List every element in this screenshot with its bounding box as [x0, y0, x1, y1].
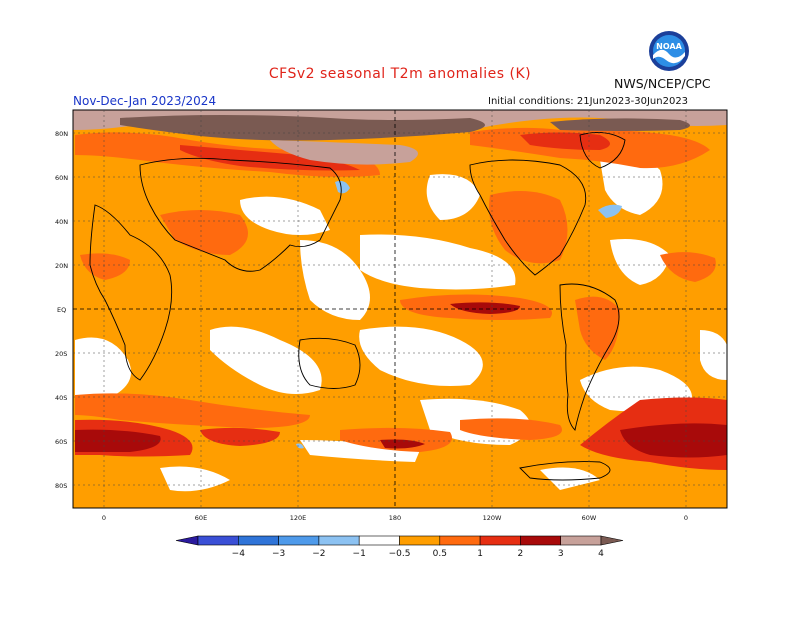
- lat-label: 60N: [55, 174, 68, 182]
- logo-text: NOAA: [656, 42, 682, 51]
- south-america-coast: [559, 283, 620, 431]
- longitude-labels: 0 60E 120E 180 120W 60W 0: [102, 514, 688, 522]
- colorbar-segment: [358, 535, 400, 546]
- colorbar-segment: [175, 535, 199, 546]
- lat-label: EQ: [57, 306, 66, 314]
- colorbar-label: −2: [312, 549, 325, 559]
- lon-label: 120E: [290, 514, 307, 522]
- australia-coast: [298, 337, 361, 389]
- map-grid: [73, 110, 727, 508]
- north-america-coast: [469, 159, 587, 276]
- lat-label: 80S: [55, 482, 67, 490]
- colorbar-label: 3: [558, 549, 564, 559]
- colorbar-segment: [399, 535, 441, 546]
- colorbar-segment: [600, 535, 624, 546]
- lon-label: 0: [684, 514, 688, 522]
- season-label: Nov-Dec-Jan 2023/2024: [73, 94, 217, 108]
- lon-label: 180: [389, 514, 401, 522]
- antarctic-peninsula-coast: [519, 461, 611, 481]
- colorbar-segment: [238, 535, 279, 546]
- lat-label: 20S: [55, 350, 67, 358]
- lon-label: 0: [102, 514, 106, 522]
- coastlines: [89, 131, 626, 481]
- colorbar-segment: [197, 535, 239, 546]
- lat-label: 20N: [55, 262, 68, 270]
- colorbar-label: 0.5: [433, 549, 447, 559]
- colorbar-label: −4: [232, 549, 246, 559]
- eurasia-coast: [139, 157, 342, 272]
- colorbar-segment: [520, 535, 562, 546]
- noaa-logo-icon: NOAA: [649, 31, 689, 71]
- latitude-labels: 80N 60N 40N 20N EQ 20S 40S 60S 80S: [55, 130, 68, 490]
- lat-label: 40S: [55, 394, 67, 402]
- colorbar-segment: [318, 535, 360, 546]
- initial-conditions-label: Initial conditions: 21Jun2023-30Jun2023: [488, 96, 689, 107]
- lon-label: 60E: [195, 514, 207, 522]
- colorbar-segment: [560, 535, 602, 546]
- africa-coast: [89, 204, 173, 381]
- colorbar: −4 −3 −2 −1 −0.5 0.5 1 2 3 4: [175, 535, 624, 559]
- colorbar-segment: [479, 535, 521, 546]
- colorbar-segment: [439, 535, 481, 546]
- colorbar-label: 2: [518, 549, 524, 559]
- colorbar-label: −3: [272, 549, 285, 559]
- lat-label: 40N: [55, 218, 68, 226]
- lon-label: 120W: [483, 514, 502, 522]
- colorbar-label: 4: [598, 549, 604, 559]
- lon-label: 60W: [582, 514, 597, 522]
- lat-label: 60S: [55, 438, 67, 446]
- lat-label: 80N: [55, 130, 68, 138]
- agency-label: NWS/NCEP/CPC: [614, 76, 711, 91]
- colorbar-segment: [278, 535, 320, 546]
- reference-lines: [73, 110, 727, 508]
- colorbar-label: 1: [477, 549, 483, 559]
- colorbar-label: −0.5: [389, 549, 411, 559]
- map-title: CFSv2 seasonal T2m anomalies (K): [268, 66, 532, 82]
- colorbar-label: −1: [353, 549, 366, 559]
